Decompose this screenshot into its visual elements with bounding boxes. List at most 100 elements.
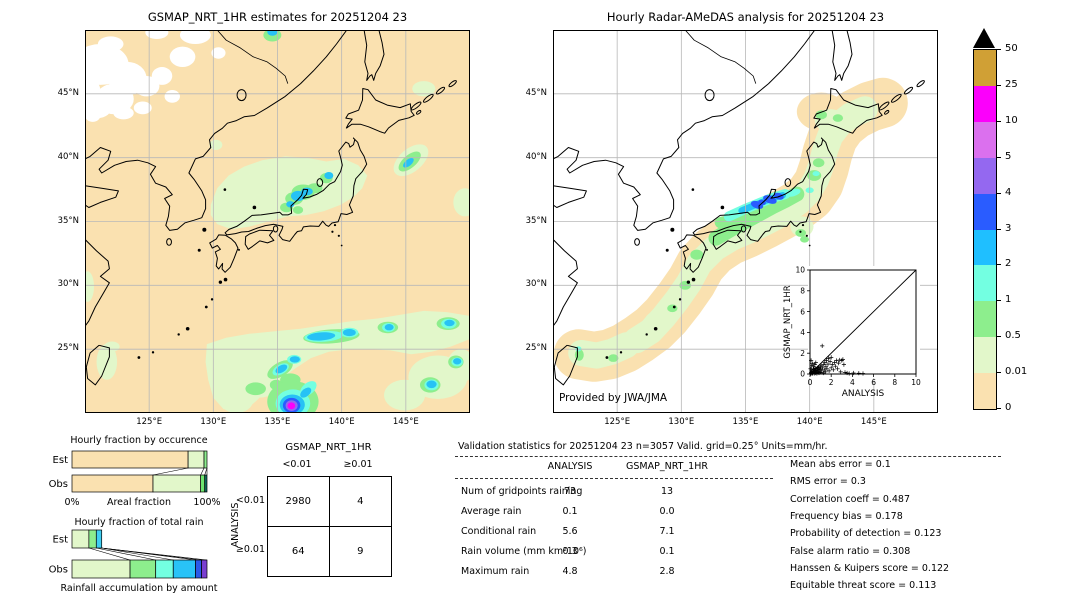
rain-area xyxy=(412,81,436,97)
coastline xyxy=(553,30,816,231)
map-y-tick-label: 25°N xyxy=(57,343,79,354)
island xyxy=(605,356,609,359)
bar-segment xyxy=(204,474,208,493)
island xyxy=(137,356,141,359)
colorbar-segment xyxy=(974,265,996,302)
map-x-tick-label: 130°E xyxy=(668,417,695,427)
rain-area xyxy=(568,332,640,369)
identity-line xyxy=(809,269,917,375)
validation-title: Validation statistics for 20251204 23 n=… xyxy=(458,441,828,452)
colorbar-segment xyxy=(974,301,996,338)
island xyxy=(177,333,180,336)
colorbar-tick xyxy=(996,84,1001,86)
colorbar-tick xyxy=(996,228,1001,230)
coastline xyxy=(677,234,707,273)
inset-y-tick-label: 6 xyxy=(800,307,805,316)
colorbar-tick-label: 3 xyxy=(1005,222,1012,234)
map-y-tick-label: 40°N xyxy=(57,151,79,162)
island xyxy=(204,305,208,309)
validation-value: 0.1 xyxy=(659,546,675,557)
island xyxy=(665,248,669,252)
bar-connector xyxy=(101,547,174,561)
rain-area xyxy=(133,75,160,97)
coastline xyxy=(85,344,110,386)
map-x-tick-label: 145°E xyxy=(860,417,887,427)
axis-label: 0% xyxy=(64,497,79,508)
island xyxy=(166,238,172,246)
bar-segment xyxy=(155,559,174,579)
colorbar-tick-label: 4 xyxy=(1005,186,1012,198)
map-x-tick-label: 135°E xyxy=(264,417,291,427)
island xyxy=(218,280,223,284)
inset-y-axis-label: GSMAP_NRT_1HR xyxy=(783,285,793,358)
bar-segment xyxy=(200,474,206,493)
colorbar-tick xyxy=(996,120,1001,122)
rain-area xyxy=(453,188,470,217)
colorbar-segments xyxy=(973,49,997,410)
inset-y-tick-label: 8 xyxy=(800,287,805,296)
rain-area xyxy=(795,229,807,237)
rain-area xyxy=(85,109,101,122)
rain-area xyxy=(667,304,678,313)
validation-metric: Hanssen & Kuipers score = 0.122 xyxy=(790,562,950,574)
rain-area xyxy=(453,358,462,365)
island xyxy=(448,80,457,88)
rain-area xyxy=(815,110,827,120)
map-frame xyxy=(553,30,938,413)
rain-area xyxy=(275,364,288,374)
island xyxy=(416,110,422,115)
island xyxy=(223,277,228,282)
colorbar-segment xyxy=(974,50,996,87)
rain-field xyxy=(85,30,470,413)
rain-area xyxy=(211,47,226,59)
validation-metric: Probability of detection = 0.123 xyxy=(790,528,942,540)
coastline xyxy=(85,185,119,208)
coastline xyxy=(224,137,368,242)
rain-area xyxy=(307,332,336,341)
bar-segment xyxy=(71,559,131,579)
rain-area xyxy=(287,402,296,410)
validation-row-label: Num of gridpoints raining xyxy=(461,486,583,497)
radar-map-panel: Hourly Radar-AMeDAS analysis for 2025120… xyxy=(526,10,938,427)
bar-row-label: Obs xyxy=(49,479,68,490)
validation-metric: Equitable threat score = 0.113 xyxy=(790,580,937,592)
rain-area xyxy=(104,341,120,352)
colorbar-tick-label: 0.01 xyxy=(1005,366,1028,378)
inset-y-tick-label: 2 xyxy=(800,349,805,358)
map-y-tick-label: 35°N xyxy=(57,215,79,226)
contingency-row-label: <0.01 xyxy=(235,495,265,506)
contingency-grid: 2980 4 64 9 xyxy=(267,476,392,577)
rain-area xyxy=(219,387,254,413)
rain-area xyxy=(324,171,334,180)
bar-connector xyxy=(152,467,189,476)
axis-label: Areal fraction xyxy=(107,497,171,508)
credit-text: Provided by JWA/JMA xyxy=(559,392,668,404)
contingency-row-label: ≥0.01 xyxy=(235,544,265,555)
bar-row-label: Est xyxy=(53,455,69,466)
rain-area xyxy=(85,78,101,105)
validation-value: 0.3 xyxy=(562,546,578,557)
chart-title: Hourly fraction of total rain xyxy=(75,517,204,528)
colorbar-tick-label: 25 xyxy=(1005,78,1018,90)
coastline xyxy=(85,239,110,327)
island xyxy=(805,234,808,237)
rain-area xyxy=(690,249,704,260)
rain-area xyxy=(145,30,169,39)
bar-segment xyxy=(95,529,103,549)
map-x-tick-label: 130°E xyxy=(200,417,227,427)
map-frame xyxy=(85,30,470,413)
colorbar-tick xyxy=(996,336,1001,338)
rain-area xyxy=(384,379,426,411)
island xyxy=(634,238,640,246)
coastline xyxy=(553,344,578,386)
island xyxy=(331,230,334,233)
validation-col-header: GSMAP_NRT_1HR xyxy=(626,461,708,472)
colorbar-segment xyxy=(974,373,996,410)
rain-area xyxy=(209,139,223,151)
inset-x-tick-label: 0 xyxy=(808,378,813,387)
rain-area xyxy=(708,186,805,246)
rain-area xyxy=(179,30,211,45)
rain-area xyxy=(644,310,673,334)
island xyxy=(686,280,691,284)
colorbar-segment xyxy=(974,157,996,195)
